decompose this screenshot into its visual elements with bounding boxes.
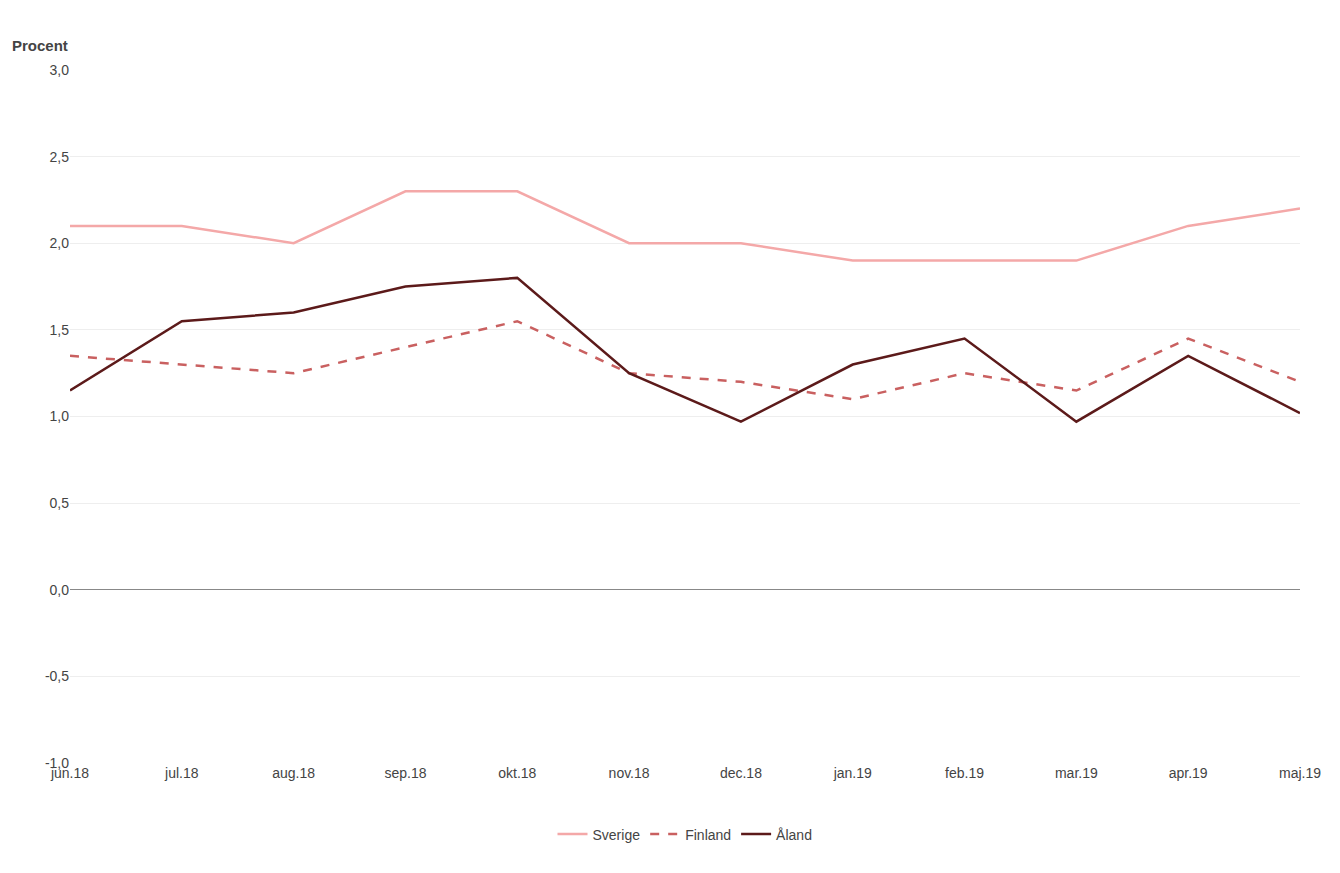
svg-text:nov.18: nov.18 [609, 765, 650, 781]
svg-text:feb.19: feb.19 [945, 765, 984, 781]
svg-text:Finland: Finland [685, 827, 731, 843]
svg-text:1,0: 1,0 [50, 408, 70, 424]
svg-text:3,0: 3,0 [50, 62, 70, 78]
svg-text:2,5: 2,5 [50, 149, 70, 165]
svg-text:0,0: 0,0 [50, 582, 70, 598]
svg-text:okt.18: okt.18 [498, 765, 536, 781]
svg-text:-1,0: -1,0 [45, 755, 69, 771]
svg-text:maj.19: maj.19 [1279, 765, 1321, 781]
svg-text:Procent: Procent [12, 37, 68, 54]
svg-text:Åland: Åland [776, 827, 812, 843]
svg-text:jul.18: jul.18 [164, 765, 199, 781]
svg-text:Sverige: Sverige [593, 827, 641, 843]
svg-text:dec.18: dec.18 [720, 765, 762, 781]
svg-text:0,5: 0,5 [50, 495, 70, 511]
svg-text:jan.19: jan.19 [833, 765, 872, 781]
svg-text:mar.19: mar.19 [1055, 765, 1098, 781]
svg-text:sep.18: sep.18 [384, 765, 426, 781]
svg-text:jun.18: jun.18 [50, 765, 89, 781]
svg-text:apr.19: apr.19 [1169, 765, 1208, 781]
svg-text:-0,5: -0,5 [45, 668, 69, 684]
svg-text:aug.18: aug.18 [272, 765, 315, 781]
svg-text:2,0: 2,0 [50, 235, 70, 251]
svg-text:1,5: 1,5 [50, 322, 70, 338]
